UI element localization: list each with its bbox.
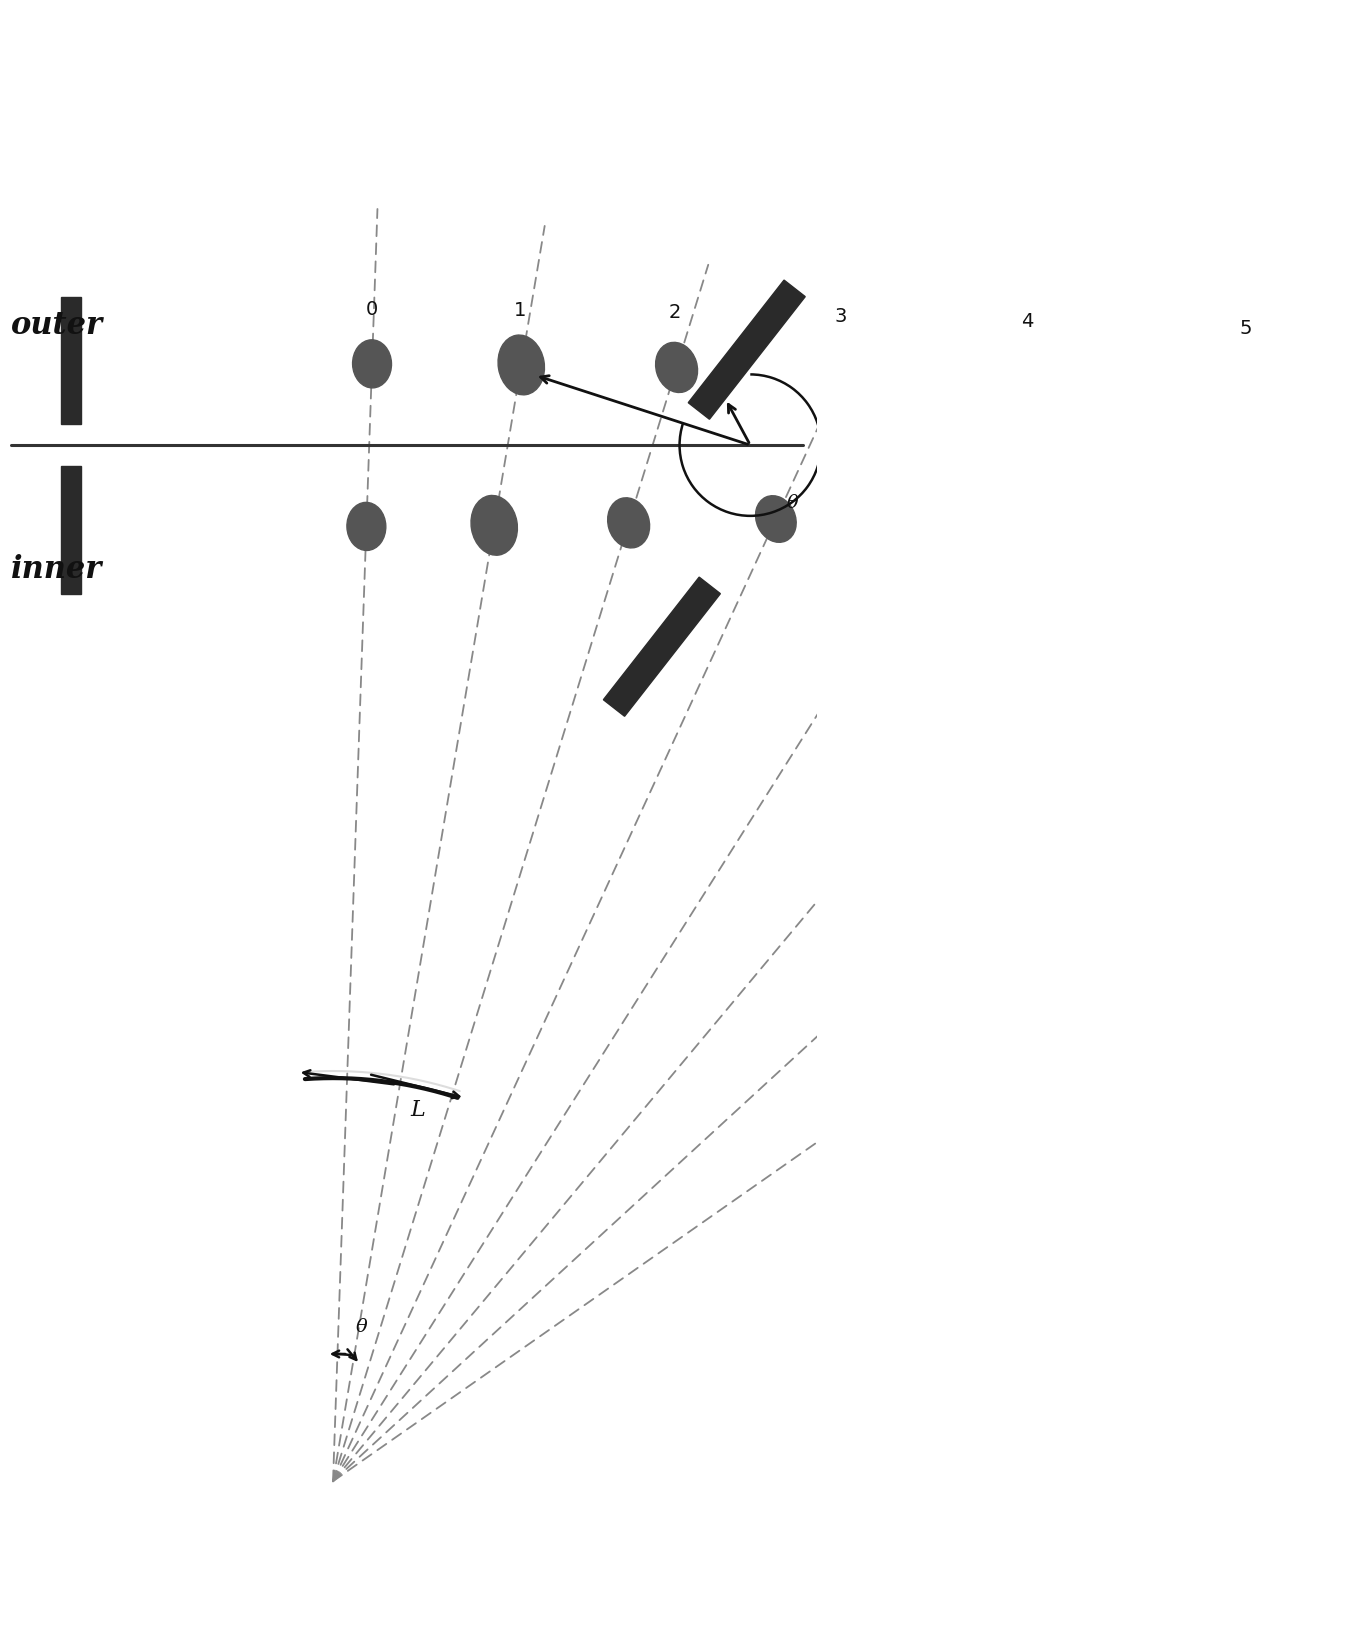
Text: 2: 2 — [668, 303, 681, 323]
Text: outer: outer — [11, 310, 104, 341]
Text: 5: 5 — [1240, 318, 1252, 338]
Polygon shape — [603, 578, 720, 717]
Polygon shape — [688, 280, 805, 420]
Ellipse shape — [656, 343, 697, 394]
Bar — [62, 297, 81, 425]
Ellipse shape — [755, 496, 796, 542]
Text: θ: θ — [356, 1318, 367, 1335]
Ellipse shape — [352, 341, 391, 389]
Text: 0: 0 — [366, 300, 378, 318]
Ellipse shape — [347, 503, 386, 550]
Text: θ: θ — [786, 493, 799, 511]
Text: 4: 4 — [1021, 311, 1033, 331]
Ellipse shape — [1125, 486, 1167, 531]
Ellipse shape — [607, 498, 650, 549]
Ellipse shape — [498, 336, 545, 396]
Ellipse shape — [1229, 361, 1272, 405]
Ellipse shape — [1010, 354, 1052, 400]
Ellipse shape — [923, 491, 965, 537]
Text: inner: inner — [11, 554, 103, 585]
Text: L: L — [410, 1099, 425, 1121]
Text: 1: 1 — [514, 302, 526, 320]
Bar — [62, 466, 81, 595]
Ellipse shape — [471, 496, 518, 555]
Text: 3: 3 — [835, 307, 847, 326]
Ellipse shape — [823, 349, 865, 396]
